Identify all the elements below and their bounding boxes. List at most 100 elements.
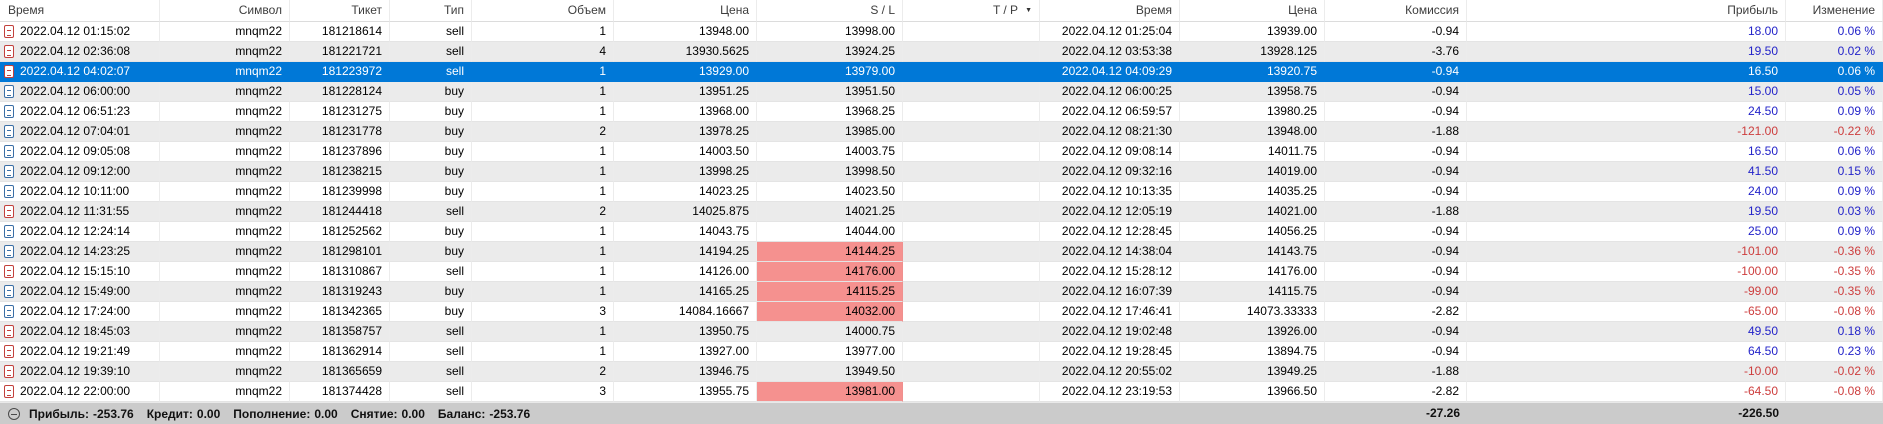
cell-symbol: mnqm22 xyxy=(160,122,290,142)
cell-time: 2022.04.12 01:15:02 xyxy=(0,22,160,42)
cell-time_close: 2022.04.12 08:21:30 xyxy=(1040,122,1180,142)
cell-sl: 14032.00 xyxy=(757,302,903,322)
cell-ticket: 181252562 xyxy=(290,222,390,242)
cell-type: buy xyxy=(390,102,472,122)
sell-deal-icon xyxy=(4,385,14,398)
column-header-symbol[interactable]: Символ xyxy=(160,0,290,22)
column-header-time-close[interactable]: Время xyxy=(1040,0,1180,22)
cell-price: 13950.75 xyxy=(614,322,757,342)
cell-commission: -0.94 xyxy=(1325,62,1467,82)
cell-symbol: mnqm22 xyxy=(160,62,290,82)
history-row[interactable]: 2022.04.12 14:23:25 mnqm22 181298101 buy 1 14… xyxy=(0,242,1883,262)
history-row[interactable]: 2022.04.12 06:00:00 mnqm22 181228124 buy 1 13… xyxy=(0,82,1883,102)
buy-deal-icon xyxy=(4,285,14,298)
cell-change: 0.02 % xyxy=(1786,42,1883,62)
cell-volume: 1 xyxy=(472,262,614,282)
history-row[interactable]: 2022.04.12 15:49:00 mnqm22 181319243 buy 1 14… xyxy=(0,282,1883,302)
history-row[interactable]: 2022.04.12 22:00:00 mnqm22 181374428 sell 3 1… xyxy=(0,382,1883,402)
cell-price: 13946.75 xyxy=(614,362,757,382)
cell-type: sell xyxy=(390,202,472,222)
cell-price_close: 13966.50 xyxy=(1180,382,1325,402)
cell-profit: 19.50 xyxy=(1467,202,1786,222)
cell-sl: 14003.75 xyxy=(757,142,903,162)
deal-open-time: 2022.04.12 10:11:00 xyxy=(20,184,130,198)
history-row[interactable]: 2022.04.12 15:15:10 mnqm22 181310867 sell 1 1… xyxy=(0,262,1883,282)
cell-time: 2022.04.12 22:00:00 xyxy=(0,382,160,402)
cell-ticket: 181365659 xyxy=(290,362,390,382)
column-header-price-close[interactable]: Цена xyxy=(1180,0,1325,22)
history-row[interactable]: 2022.04.12 12:24:14 mnqm22 181252562 buy 1 14… xyxy=(0,222,1883,242)
cell-ticket: 181358757 xyxy=(290,322,390,342)
sell-deal-icon xyxy=(4,265,14,278)
cell-price_close: 14019.00 xyxy=(1180,162,1325,182)
deal-open-time: 2022.04.12 01:15:02 xyxy=(20,24,131,38)
cell-tp xyxy=(903,42,1040,62)
cell-ticket: 181374428 xyxy=(290,382,390,402)
cell-volume: 3 xyxy=(472,382,614,402)
history-row[interactable]: 2022.04.12 19:39:10 mnqm22 181365659 sell 2 1… xyxy=(0,362,1883,382)
history-row[interactable]: 2022.04.12 19:21:49 mnqm22 181362914 sell 1 1… xyxy=(0,342,1883,362)
column-header-type[interactable]: Тип xyxy=(390,0,472,22)
history-row[interactable]: 2022.04.12 10:11:00 mnqm22 181239998 buy 1 14… xyxy=(0,182,1883,202)
cell-time_close: 2022.04.12 19:02:48 xyxy=(1040,322,1180,342)
column-header-time-open[interactable]: Время xyxy=(0,0,160,22)
cell-change: 0.06 % xyxy=(1786,142,1883,162)
column-header-volume[interactable]: Объем xyxy=(472,0,614,22)
summary-profit-label: Прибыль: xyxy=(29,406,89,421)
cell-profit: 16.50 xyxy=(1467,142,1786,162)
deal-open-time: 2022.04.12 12:24:14 xyxy=(20,224,131,238)
column-header-profit[interactable]: Прибыль xyxy=(1467,0,1786,22)
cell-price_close: 13980.25 xyxy=(1180,102,1325,122)
cell-ticket: 181228124 xyxy=(290,82,390,102)
history-row[interactable]: 2022.04.12 11:31:55 mnqm22 181244418 sell 2 1… xyxy=(0,202,1883,222)
column-header-tp[interactable]: T / P ▼ xyxy=(903,0,1040,22)
cell-price_close: 13958.75 xyxy=(1180,82,1325,102)
cell-symbol: mnqm22 xyxy=(160,182,290,202)
cell-price: 13927.00 xyxy=(614,342,757,362)
column-header-sl[interactable]: S / L xyxy=(757,0,903,22)
cell-volume: 1 xyxy=(472,82,614,102)
history-row[interactable]: 2022.04.12 04:02:07 mnqm22 181223972 sell 1 1… xyxy=(0,62,1883,82)
cell-volume: 2 xyxy=(472,362,614,382)
cell-symbol: mnqm22 xyxy=(160,322,290,342)
history-row[interactable]: 2022.04.12 09:12:00 mnqm22 181238215 buy 1 13… xyxy=(0,162,1883,182)
column-header-tp-label: T / P xyxy=(992,3,1019,17)
column-header-ticket[interactable]: Тикет xyxy=(290,0,390,22)
history-row[interactable]: 2022.04.12 07:04:01 mnqm22 181231778 buy 2 13… xyxy=(0,122,1883,142)
sell-deal-icon xyxy=(4,365,14,378)
history-row[interactable]: 2022.04.12 01:15:02 mnqm22 181218614 sell 1 1… xyxy=(0,22,1883,42)
history-row[interactable]: 2022.04.12 06:51:23 mnqm22 181231275 buy 1 13… xyxy=(0,102,1883,122)
cell-volume: 4 xyxy=(472,42,614,62)
cell-time: 2022.04.12 09:05:08 xyxy=(0,142,160,162)
column-header-commission[interactable]: Комиссия xyxy=(1325,0,1467,22)
summary-bar: Прибыль: -253.76 Кредит: 0.00 Пополнение: 0… xyxy=(0,402,1883,424)
cell-time: 2022.04.12 14:23:25 xyxy=(0,242,160,262)
cell-tp xyxy=(903,382,1040,402)
cell-time: 2022.04.12 18:45:03 xyxy=(0,322,160,342)
history-row[interactable]: 2022.04.12 18:45:03 mnqm22 181358757 sell 1 1… xyxy=(0,322,1883,342)
cell-volume: 1 xyxy=(472,62,614,82)
history-row[interactable]: 2022.04.12 02:36:08 mnqm22 181221721 sell 4 1… xyxy=(0,42,1883,62)
history-row[interactable]: 2022.04.12 09:05:08 mnqm22 181237896 buy 1 14… xyxy=(0,142,1883,162)
cell-price: 14023.25 xyxy=(614,182,757,202)
collapse-minus-icon[interactable] xyxy=(8,407,20,420)
cell-volume: 1 xyxy=(472,222,614,242)
cell-ticket: 181342365 xyxy=(290,302,390,322)
cell-symbol: mnqm22 xyxy=(160,362,290,382)
cell-sl: 13951.50 xyxy=(757,82,903,102)
history-row[interactable]: 2022.04.12 17:24:00 mnqm22 181342365 buy 3 14… xyxy=(0,302,1883,322)
cell-symbol: mnqm22 xyxy=(160,142,290,162)
cell-commission: -1.88 xyxy=(1325,362,1467,382)
table-header-row: Время Символ Тикет Тип Объем Цена S / L … xyxy=(0,0,1883,22)
cell-price_close: 14073.33333 xyxy=(1180,302,1325,322)
column-header-price-open[interactable]: Цена xyxy=(614,0,757,22)
cell-sl: 14023.50 xyxy=(757,182,903,202)
cell-symbol: mnqm22 xyxy=(160,82,290,102)
cell-symbol: mnqm22 xyxy=(160,242,290,262)
column-header-change[interactable]: Изменение xyxy=(1786,0,1883,22)
cell-symbol: mnqm22 xyxy=(160,342,290,362)
cell-change: 0.05 % xyxy=(1786,82,1883,102)
chevron-down-icon[interactable]: ▼ xyxy=(1025,7,1032,14)
cell-price_close: 14011.75 xyxy=(1180,142,1325,162)
cell-symbol: mnqm22 xyxy=(160,222,290,242)
